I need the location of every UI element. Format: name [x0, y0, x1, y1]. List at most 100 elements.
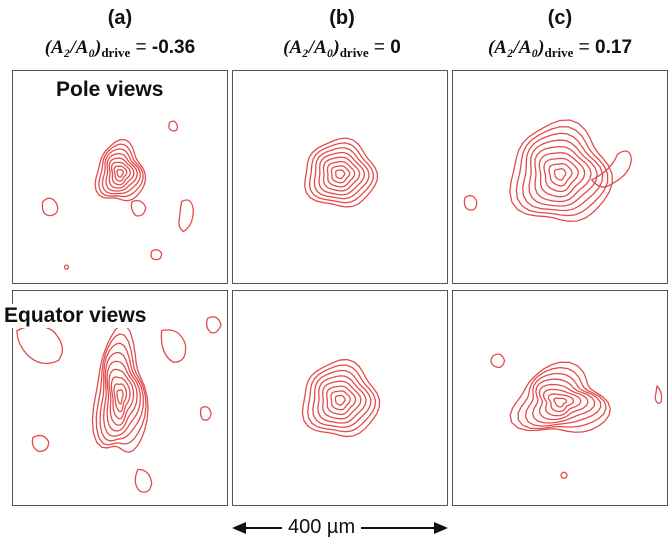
equals-sign: =: [130, 37, 152, 58]
equator-view-panel-b: [232, 290, 448, 506]
drive-value: -0.36: [151, 37, 196, 58]
noise-contour: [178, 199, 194, 233]
contour-ring: [553, 397, 568, 408]
contour-ring: [106, 360, 138, 432]
contour-ring: [548, 162, 573, 187]
contour-ring: [116, 169, 124, 178]
contour-ring: [103, 351, 142, 437]
noise-contour: [16, 325, 64, 365]
contour-ring: [528, 139, 598, 207]
contour-plot: [41, 120, 194, 270]
noise-contour: [41, 197, 59, 217]
contour-ring: [98, 143, 144, 198]
contour-plot: [304, 137, 379, 208]
drive-condition: (A₂/A₀)drive = -0.36: [10, 36, 230, 65]
contour-ring: [105, 152, 138, 192]
noise-contour: [134, 468, 153, 493]
ratio-subscript: drive: [339, 45, 369, 60]
contour-ring: [326, 161, 356, 188]
contour-ring: [110, 161, 131, 186]
contour-ring: [108, 157, 135, 189]
contour-ring: [515, 126, 609, 217]
noise-contour: [490, 353, 506, 369]
contour-plot: [16, 316, 222, 493]
pole-view-panel-b: [232, 70, 448, 284]
ratio-label: (A₂/A₀): [283, 37, 340, 58]
contour-ring: [326, 385, 357, 416]
contour-ring: [110, 376, 131, 420]
contour-ring: [301, 358, 381, 438]
pole-view-panel-c: [452, 70, 668, 284]
contour-ring: [509, 361, 611, 433]
noise-contour: [130, 200, 147, 217]
contour-plot: [490, 353, 663, 479]
contour-ring: [91, 324, 149, 453]
scale-bar-label: 400 µm: [282, 516, 362, 539]
column-letter: (a): [107, 7, 133, 29]
contour-ring: [318, 151, 366, 196]
ratio-subscript: drive: [544, 45, 574, 60]
contour-ring: [99, 342, 144, 442]
column-header-a: (a) (A₂/A₀)drive = -0.36: [10, 0, 230, 65]
contour-ring: [517, 366, 607, 430]
column-letter: (c): [547, 7, 573, 29]
noise-contour: [199, 406, 212, 421]
contour-ring: [113, 165, 128, 182]
contour-ring: [531, 378, 596, 424]
contour-ring: [312, 369, 372, 428]
column-header-b: (b) (A₂/A₀)drive = 0: [232, 0, 452, 65]
contour-ring: [322, 380, 362, 420]
contour-ring: [538, 383, 589, 421]
noise-contour: [160, 329, 187, 363]
contour-ring: [534, 145, 592, 203]
contour-ring: [308, 142, 375, 204]
equals-sign: =: [573, 37, 596, 58]
contour-ring: [307, 364, 377, 433]
noise-contour: [654, 384, 663, 404]
contour-ring: [538, 152, 586, 198]
contour-ring: [116, 388, 124, 405]
equator-view-panel-c: [452, 290, 668, 506]
ratio-label: (A₂/A₀): [44, 37, 102, 58]
column-letter: (b): [329, 7, 355, 29]
contour-ring: [317, 375, 367, 424]
contour-ring: [542, 388, 582, 417]
equator-views-label: Equator views: [0, 304, 151, 328]
contour-ring: [524, 372, 602, 427]
contour-ring: [509, 119, 613, 222]
drive-condition: (A₂/A₀)drive = 0.17: [450, 36, 670, 65]
noise-contour: [150, 249, 163, 261]
contour-plot: [301, 358, 381, 438]
ratio-label: (A₂/A₀): [487, 37, 545, 58]
drive-condition: (A₂/A₀)drive = 0: [232, 36, 452, 65]
contour-ring: [95, 333, 147, 446]
contour-plot: [463, 119, 632, 222]
contour-ring: [313, 147, 370, 200]
drive-value: 0.17: [595, 37, 633, 58]
contour-ring: [547, 393, 575, 413]
noise-contour: [560, 471, 568, 479]
contour-ring: [108, 368, 135, 426]
noise-contour: [168, 120, 179, 132]
contour-ring: [543, 157, 579, 193]
noise-contour: [206, 316, 222, 334]
contour-ring: [553, 168, 567, 181]
ratio-subscript: drive: [101, 45, 131, 60]
contour-ring: [334, 169, 346, 180]
pole-view-panel-a: [12, 70, 228, 284]
contour-ring: [113, 383, 128, 413]
contour-ring: [330, 390, 351, 411]
equals-sign: =: [368, 37, 391, 58]
contour-ring: [101, 148, 141, 195]
noise-contour: [63, 264, 70, 270]
pole-views-label: Pole views: [52, 78, 168, 102]
contour-ring: [334, 394, 346, 406]
contour-ring: [94, 139, 147, 202]
contour-ring: [322, 156, 361, 192]
noise-contour: [463, 194, 478, 211]
contour-ring: [522, 132, 604, 212]
contour-ring: [330, 165, 351, 184]
drive-value: 0: [390, 37, 401, 58]
noise-contour: [31, 434, 50, 453]
scale-bar: 400 µm: [230, 514, 450, 542]
